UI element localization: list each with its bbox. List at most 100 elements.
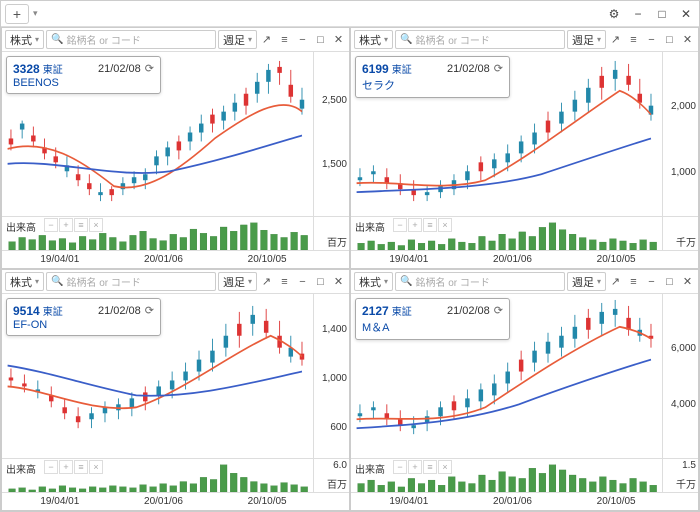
volume-max-label: 1.5: [682, 460, 696, 471]
y-axis: 1,4001,000600: [313, 294, 349, 458]
price-tooltip: 3328東証 21/02/08⟳ BEENOS: [6, 56, 161, 94]
volume-unit-label: 千万: [676, 234, 696, 249]
vol-minus-icon[interactable]: −: [44, 218, 58, 232]
date-label: 21/02/08: [447, 63, 490, 75]
vol-close-icon[interactable]: ×: [438, 460, 452, 474]
close-button[interactable]: ✕: [677, 5, 695, 23]
popout-icon[interactable]: ↗: [259, 274, 274, 289]
search-icon: 🔍: [400, 276, 412, 287]
volume-section: 出来高−+≡× 1.5 千万: [351, 458, 698, 492]
add-tab-button[interactable]: +: [5, 4, 29, 24]
vol-menu-icon[interactable]: ≡: [423, 218, 437, 232]
category-dropdown[interactable]: 株式▾: [354, 272, 393, 291]
panel-maximize-icon[interactable]: □: [662, 32, 677, 47]
symbol-search[interactable]: 🔍銘柄名 or コード: [46, 272, 216, 291]
panel-close-icon[interactable]: ✕: [680, 274, 695, 289]
timeframe-dropdown[interactable]: 週足▾: [567, 30, 606, 49]
category-dropdown[interactable]: 株式▾: [5, 272, 44, 291]
category-dropdown[interactable]: 株式▾: [354, 30, 393, 49]
x-tick-label: 20/10/05: [248, 496, 287, 507]
price-tooltip: 6199東証 21/02/08⟳ セラク: [355, 56, 510, 98]
panel-toolbar: 株式▾ 🔍銘柄名 or コード 週足▾ ↗ ≡ − □ ✕: [2, 28, 349, 52]
y-axis: 2,0001,000: [662, 52, 698, 216]
vol-minus-icon[interactable]: −: [393, 460, 407, 474]
ticker-code: 3328: [13, 62, 40, 76]
company-name: M＆A: [362, 319, 503, 335]
timeframe-dropdown[interactable]: 週足▾: [218, 30, 257, 49]
search-icon: 🔍: [51, 276, 63, 287]
y-tick-label: 6,000: [671, 343, 696, 354]
volume-label: 出来高: [6, 461, 36, 476]
sync-icon[interactable]: ⟳: [145, 305, 154, 317]
timeframe-dropdown[interactable]: 週足▾: [218, 272, 257, 291]
ticker-code: 2127: [362, 304, 389, 318]
volume-label: 出来高: [355, 461, 385, 476]
popout-icon[interactable]: ↗: [608, 32, 623, 47]
panel-close-icon[interactable]: ✕: [331, 274, 346, 289]
menu-icon[interactable]: ≡: [277, 32, 292, 47]
date-label: 21/02/08: [98, 305, 141, 317]
x-axis: 19/04/0120/01/0620/10/05: [2, 492, 349, 510]
x-axis: 19/04/0120/01/0620/10/05: [351, 492, 698, 510]
vol-menu-icon[interactable]: ≡: [74, 460, 88, 474]
chart-area[interactable]: 2127東証 21/02/08⟳ M＆A6,0004,000: [351, 294, 698, 458]
company-name: BEENOS: [13, 77, 154, 89]
maximize-button[interactable]: □: [653, 5, 671, 23]
symbol-search[interactable]: 🔍銘柄名 or コード: [46, 30, 216, 49]
panel-maximize-icon[interactable]: □: [662, 274, 677, 289]
menu-icon[interactable]: ≡: [626, 32, 641, 47]
vol-plus-icon[interactable]: +: [59, 218, 73, 232]
chart-panel: 株式▾ 🔍銘柄名 or コード 週足▾ ↗ ≡ − □ ✕ 9514東証 21/…: [1, 269, 350, 511]
panel-minimize-icon[interactable]: −: [644, 32, 659, 47]
symbol-search[interactable]: 🔍銘柄名 or コード: [395, 30, 565, 49]
y-tick-label: 1,000: [322, 373, 347, 384]
window-controls: ⚙ − □ ✕: [605, 5, 695, 23]
panel-maximize-icon[interactable]: □: [313, 274, 328, 289]
vol-close-icon[interactable]: ×: [89, 460, 103, 474]
vol-minus-icon[interactable]: −: [393, 218, 407, 232]
x-tick-label: 19/04/01: [389, 496, 428, 507]
gear-icon[interactable]: ⚙: [605, 5, 623, 23]
panel-maximize-icon[interactable]: □: [313, 32, 328, 47]
app-window: + ▾ ⚙ − □ ✕ 株式▾ 🔍銘柄名 or コード 週足▾ ↗ ≡ − □ …: [0, 0, 700, 512]
chart-area[interactable]: 9514東証 21/02/08⟳ EF-ON1,4001,000600: [2, 294, 349, 458]
panel-close-icon[interactable]: ✕: [680, 32, 695, 47]
panel-minimize-icon[interactable]: −: [295, 274, 310, 289]
x-tick-label: 20/01/06: [493, 254, 532, 265]
timeframe-dropdown[interactable]: 週足▾: [567, 272, 606, 291]
popout-icon[interactable]: ↗: [608, 274, 623, 289]
vol-menu-icon[interactable]: ≡: [74, 218, 88, 232]
tab-dropdown-icon[interactable]: ▾: [33, 8, 38, 19]
panel-minimize-icon[interactable]: −: [295, 32, 310, 47]
menu-icon[interactable]: ≡: [277, 274, 292, 289]
volume-controls: −+≡×: [393, 218, 452, 232]
exchange-label: 東証: [43, 65, 63, 76]
volume-section: 出来高−+≡×千万: [351, 216, 698, 250]
panel-minimize-icon[interactable]: −: [644, 274, 659, 289]
vol-menu-icon[interactable]: ≡: [423, 460, 437, 474]
volume-unit-label: 百万: [327, 234, 347, 249]
volume-unit-label: 千万: [676, 476, 696, 491]
sync-icon[interactable]: ⟳: [494, 63, 503, 75]
symbol-search[interactable]: 🔍銘柄名 or コード: [395, 272, 565, 291]
chart-grid: 株式▾ 🔍銘柄名 or コード 週足▾ ↗ ≡ − □ ✕ 3328東証 21/…: [1, 27, 699, 511]
y-tick-label: 1,400: [322, 324, 347, 335]
vol-plus-icon[interactable]: +: [408, 460, 422, 474]
sync-icon[interactable]: ⟳: [494, 305, 503, 317]
chart-area[interactable]: 6199東証 21/02/08⟳ セラク2,0001,000: [351, 52, 698, 216]
vol-plus-icon[interactable]: +: [59, 460, 73, 474]
category-dropdown[interactable]: 株式▾: [5, 30, 44, 49]
vol-plus-icon[interactable]: +: [408, 218, 422, 232]
menu-icon[interactable]: ≡: [626, 274, 641, 289]
vol-close-icon[interactable]: ×: [89, 218, 103, 232]
vol-minus-icon[interactable]: −: [44, 460, 58, 474]
chart-area[interactable]: 3328東証 21/02/08⟳ BEENOS2,5001,500: [2, 52, 349, 216]
panel-close-icon[interactable]: ✕: [331, 32, 346, 47]
minimize-button[interactable]: −: [629, 5, 647, 23]
price-tooltip: 2127東証 21/02/08⟳ M＆A: [355, 298, 510, 340]
chart-panel: 株式▾ 🔍銘柄名 or コード 週足▾ ↗ ≡ − □ ✕ 2127東証 21/…: [350, 269, 699, 511]
x-tick-label: 19/04/01: [40, 254, 79, 265]
vol-close-icon[interactable]: ×: [438, 218, 452, 232]
sync-icon[interactable]: ⟳: [145, 63, 154, 75]
popout-icon[interactable]: ↗: [259, 32, 274, 47]
